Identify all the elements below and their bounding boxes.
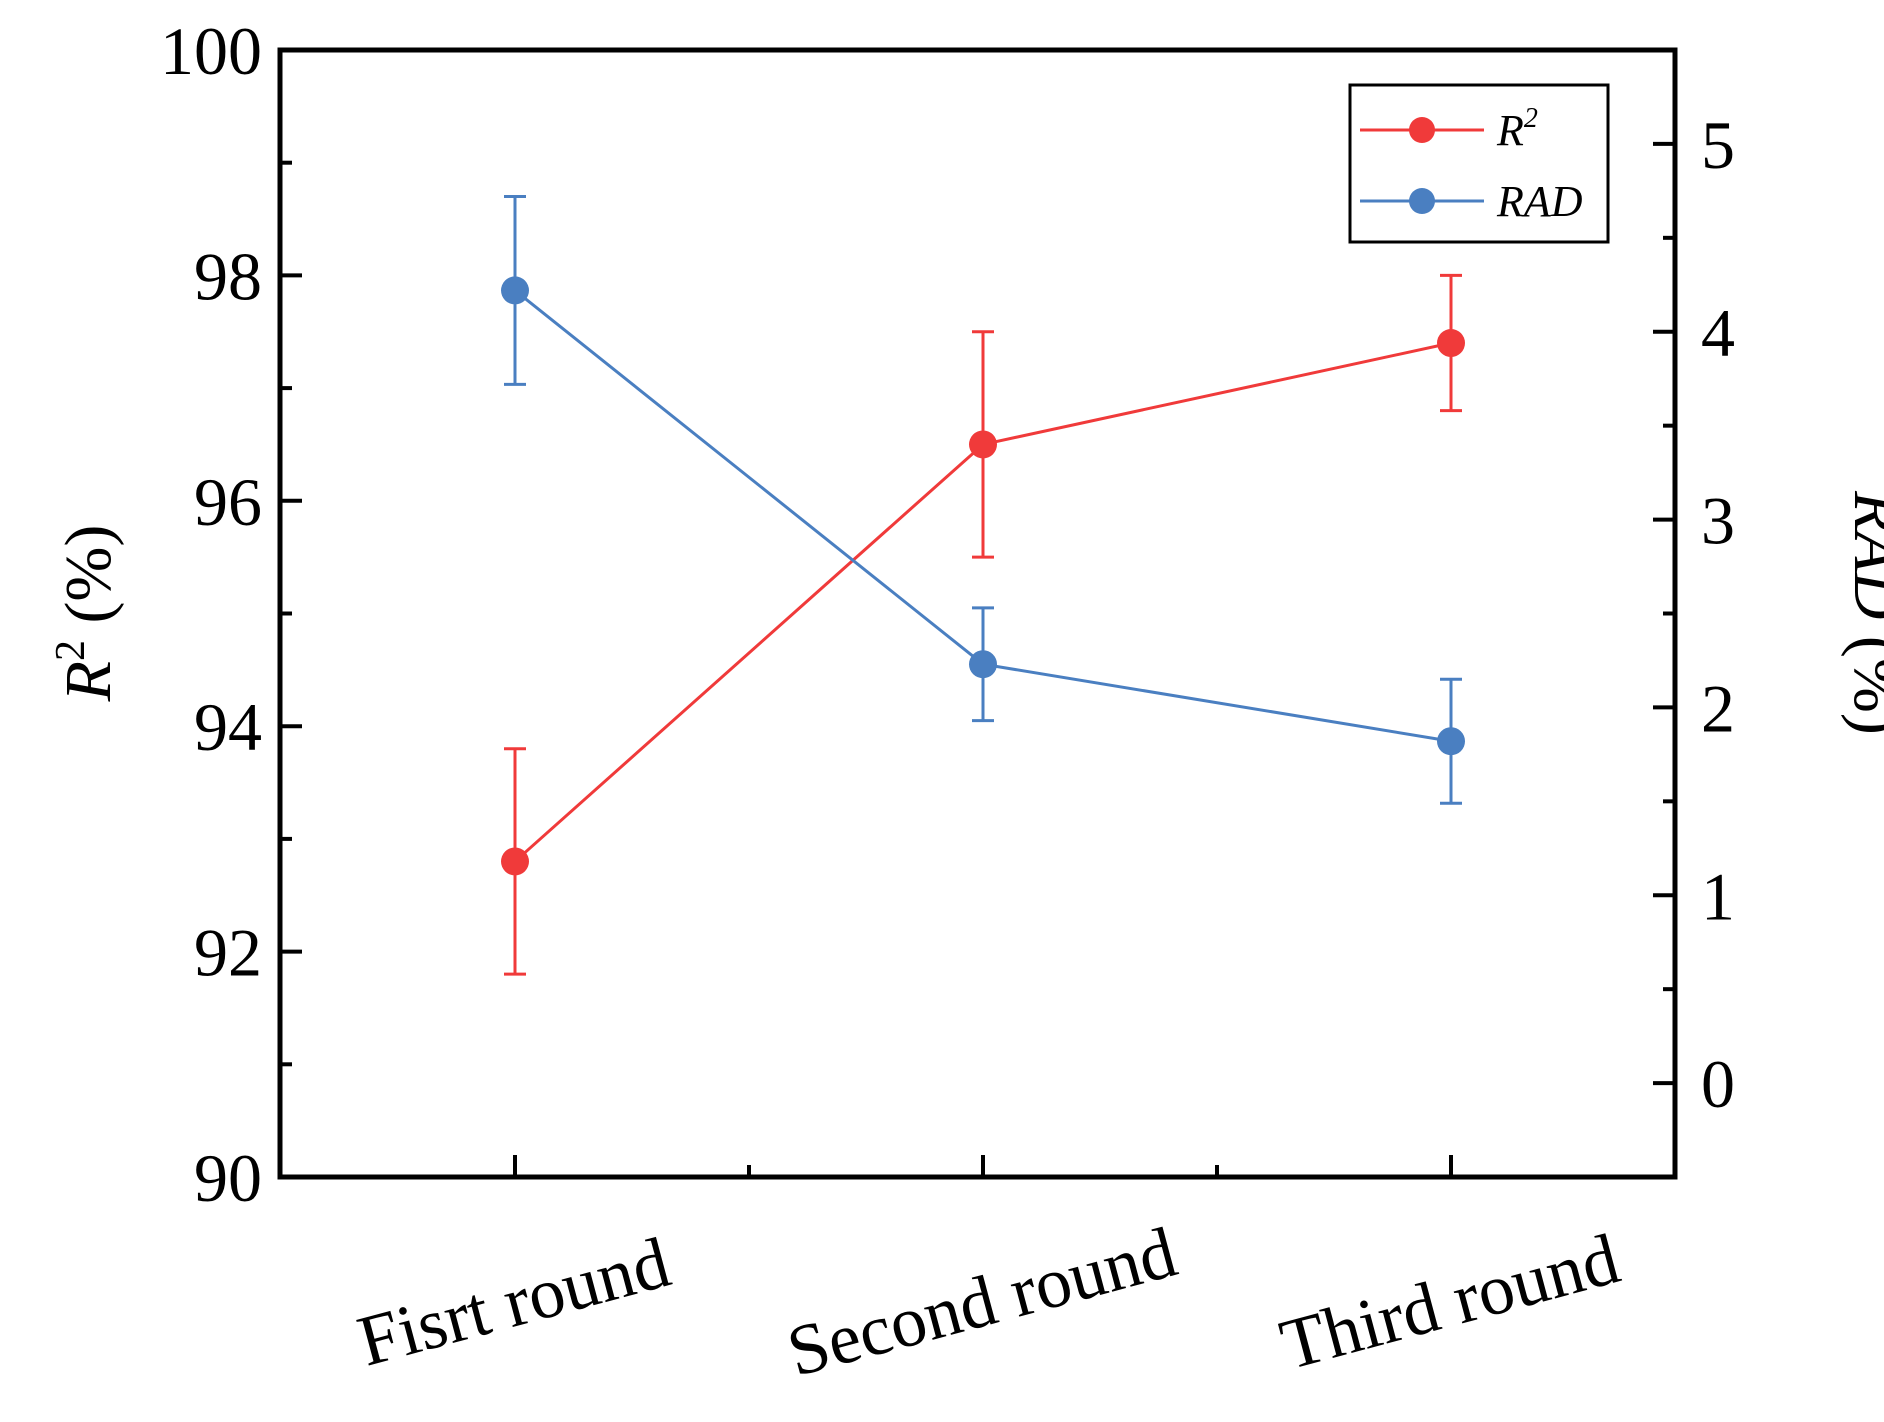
- right-tick-label: 5: [1701, 107, 1735, 183]
- left-tick-label: 96: [194, 464, 262, 540]
- left-tick-label: 90: [194, 1140, 262, 1216]
- legend-label-rad: RAD: [1496, 177, 1583, 226]
- legend-box: [1348, 83, 1610, 244]
- data-point-rad: [501, 276, 529, 305]
- right-tick-label: 4: [1701, 295, 1735, 371]
- right-axis-title: RAD (%): [1840, 490, 1884, 735]
- data-point-r: [1437, 329, 1465, 358]
- right-axis: 0 1 2 3 4 5: [1653, 48, 1735, 1122]
- left-axis: 90 92 94 96 98 100: [160, 13, 302, 1216]
- right-tick-label: 2: [1701, 670, 1735, 746]
- data-point-r: [501, 847, 529, 876]
- left-axis-title-sup: 2: [48, 640, 94, 661]
- left-tick-label: 94: [194, 689, 262, 765]
- right-tick-label: 3: [1701, 483, 1735, 559]
- x-tick-label: Fisrt round: [350, 1222, 678, 1382]
- legend-marker-r2: [1409, 117, 1435, 143]
- x-tick-label: Third round: [1272, 1218, 1627, 1385]
- x-tick-label: Second round: [779, 1212, 1184, 1392]
- legend-label-r2: R2: [1496, 103, 1538, 155]
- series-layer: [501, 195, 1465, 976]
- left-axis-title-main: R: [52, 661, 125, 702]
- left-axis-title-unit: (%): [52, 525, 125, 640]
- legend: R2 RAD: [1348, 83, 1610, 244]
- x-axis: Fisrt round Second round Third round: [350, 1155, 1627, 1392]
- data-point-rad: [969, 650, 997, 679]
- right-tick-label: 0: [1701, 1046, 1735, 1122]
- left-tick-label: 92: [194, 915, 262, 991]
- left-axis-title: R2 (%): [48, 525, 125, 703]
- right-axis-title-main: RAD: [1840, 490, 1884, 619]
- left-tick-label: 98: [194, 238, 262, 314]
- right-tick-label: 1: [1701, 858, 1735, 934]
- right-axis-title-unit: (%): [1840, 619, 1884, 734]
- legend-marker-rad: [1409, 188, 1435, 214]
- data-point-r: [969, 430, 997, 459]
- legend-label-r2-main: R: [1496, 106, 1524, 155]
- data-point-rad: [1437, 727, 1465, 756]
- legend-label-r2-sup: 2: [1524, 103, 1538, 134]
- left-tick-label: 100: [160, 13, 262, 89]
